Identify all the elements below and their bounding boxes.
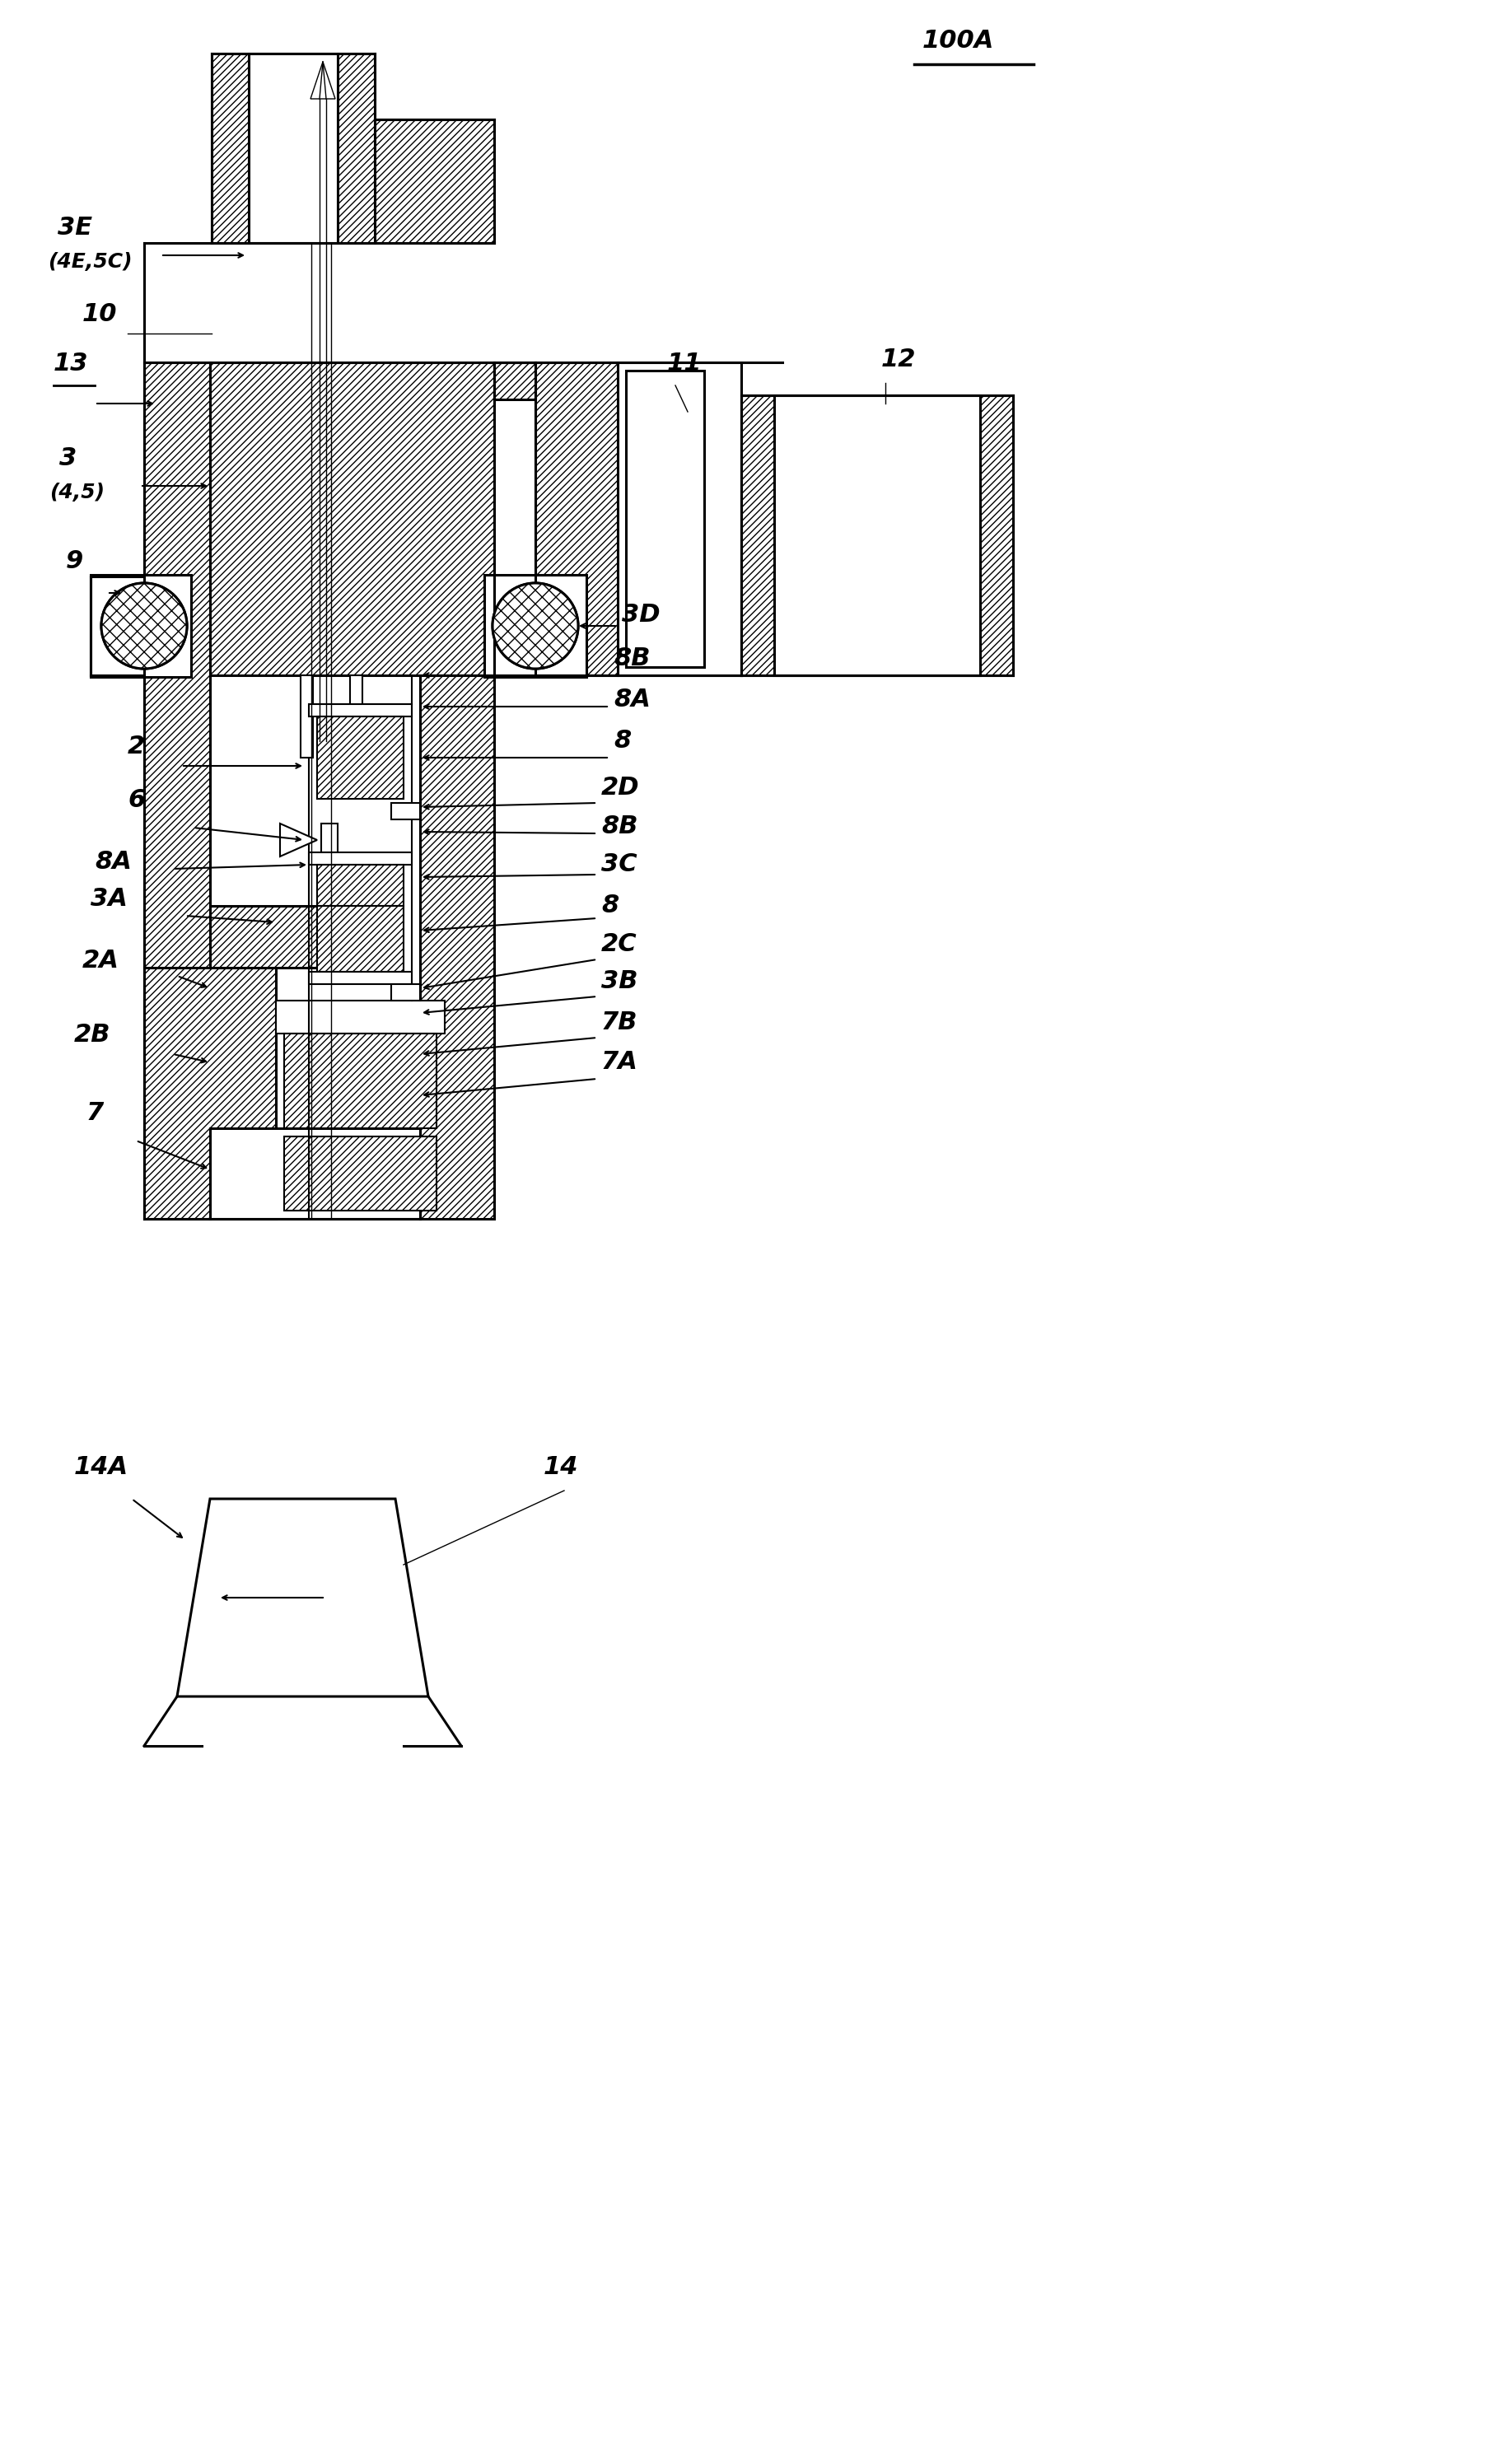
Bar — [309, 853, 411, 865]
Text: 13: 13 — [54, 352, 88, 375]
Bar — [338, 54, 375, 244]
Text: 3A: 3A — [91, 887, 127, 912]
Text: 2A: 2A — [82, 949, 120, 973]
Text: 8A: 8A — [613, 687, 650, 712]
Bar — [484, 574, 586, 678]
Bar — [209, 1129, 420, 1220]
Bar — [420, 675, 495, 1220]
Text: 12: 12 — [881, 347, 916, 372]
Circle shape — [492, 584, 578, 668]
Bar — [284, 1032, 436, 1129]
Bar — [209, 907, 359, 968]
Bar — [209, 362, 495, 675]
Bar — [317, 865, 403, 907]
Polygon shape — [311, 62, 335, 99]
Bar — [309, 971, 411, 983]
Bar — [375, 118, 495, 244]
Bar — [248, 54, 338, 244]
Bar — [774, 394, 980, 675]
Text: 9: 9 — [66, 549, 84, 574]
Text: 2C: 2C — [601, 931, 636, 956]
Bar — [741, 394, 1013, 675]
Bar — [143, 362, 209, 1220]
Circle shape — [102, 584, 187, 668]
Bar — [626, 370, 704, 668]
Bar — [309, 705, 411, 717]
Text: (4,5): (4,5) — [49, 483, 105, 503]
Text: 10: 10 — [82, 303, 118, 325]
Text: 3: 3 — [60, 446, 76, 471]
Text: 11: 11 — [666, 352, 702, 375]
Text: 100A: 100A — [922, 30, 994, 52]
Text: 2D: 2D — [601, 776, 639, 801]
Bar — [617, 362, 741, 675]
Text: 7: 7 — [87, 1101, 105, 1126]
Bar — [495, 362, 535, 399]
Text: 2: 2 — [127, 734, 145, 759]
Text: 14: 14 — [544, 1456, 578, 1478]
Polygon shape — [176, 1498, 429, 1698]
Circle shape — [102, 584, 187, 668]
Bar — [300, 675, 312, 756]
Text: 3C: 3C — [601, 853, 636, 877]
Text: 8B: 8B — [601, 816, 638, 838]
Bar — [276, 1000, 445, 1032]
Text: 14A: 14A — [75, 1456, 128, 1478]
Text: 2B: 2B — [75, 1023, 111, 1047]
Polygon shape — [279, 823, 317, 857]
Bar — [143, 968, 276, 1220]
Bar — [321, 823, 338, 853]
Text: 3E: 3E — [58, 217, 93, 239]
Bar — [391, 803, 420, 821]
Bar — [212, 54, 248, 244]
Text: 3B: 3B — [601, 968, 638, 993]
Text: 8: 8 — [613, 729, 630, 752]
Text: 8B: 8B — [613, 646, 650, 670]
Text: 8: 8 — [601, 894, 619, 917]
Circle shape — [492, 584, 578, 668]
Text: 7A: 7A — [601, 1050, 638, 1074]
Text: 8A: 8A — [94, 850, 131, 875]
Bar — [91, 574, 191, 678]
Bar — [317, 717, 403, 798]
Bar — [284, 1136, 436, 1210]
Text: 6: 6 — [127, 788, 145, 813]
Bar — [317, 907, 403, 971]
Bar — [535, 362, 617, 675]
Text: 7B: 7B — [601, 1010, 638, 1035]
Text: (4E,5C): (4E,5C) — [48, 251, 131, 271]
Text: 3D: 3D — [622, 604, 660, 626]
Bar — [91, 577, 143, 675]
Bar — [391, 983, 420, 1000]
Bar — [350, 675, 362, 756]
